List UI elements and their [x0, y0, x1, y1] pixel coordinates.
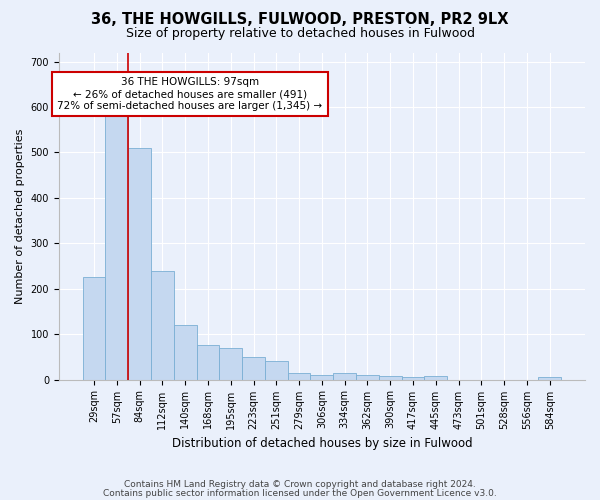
X-axis label: Distribution of detached houses by size in Fulwood: Distribution of detached houses by size … [172, 437, 472, 450]
Bar [174, 325, 197, 380]
Bar [242, 357, 265, 380]
Bar [310, 375, 333, 380]
Text: 36 THE HOWGILLS: 97sqm
← 26% of detached houses are smaller (491)
72% of semi-de: 36 THE HOWGILLS: 97sqm ← 26% of detached… [57, 78, 322, 110]
Bar [220, 348, 242, 380]
Bar [356, 375, 379, 380]
Y-axis label: Number of detached properties: Number of detached properties [15, 128, 25, 304]
Bar [106, 80, 128, 380]
Bar [128, 148, 151, 380]
Text: 36, THE HOWGILLS, FULWOOD, PRESTON, PR2 9LX: 36, THE HOWGILLS, FULWOOD, PRESTON, PR2 … [91, 12, 509, 28]
Bar [265, 362, 288, 380]
Text: Contains public sector information licensed under the Open Government Licence v3: Contains public sector information licen… [103, 488, 497, 498]
Bar [197, 346, 220, 380]
Text: Size of property relative to detached houses in Fulwood: Size of property relative to detached ho… [125, 28, 475, 40]
Bar [401, 378, 424, 380]
Bar [379, 376, 401, 380]
Bar [151, 270, 174, 380]
Bar [538, 378, 561, 380]
Bar [288, 373, 310, 380]
Text: Contains HM Land Registry data © Crown copyright and database right 2024.: Contains HM Land Registry data © Crown c… [124, 480, 476, 489]
Bar [83, 278, 106, 380]
Bar [333, 373, 356, 380]
Bar [424, 376, 447, 380]
